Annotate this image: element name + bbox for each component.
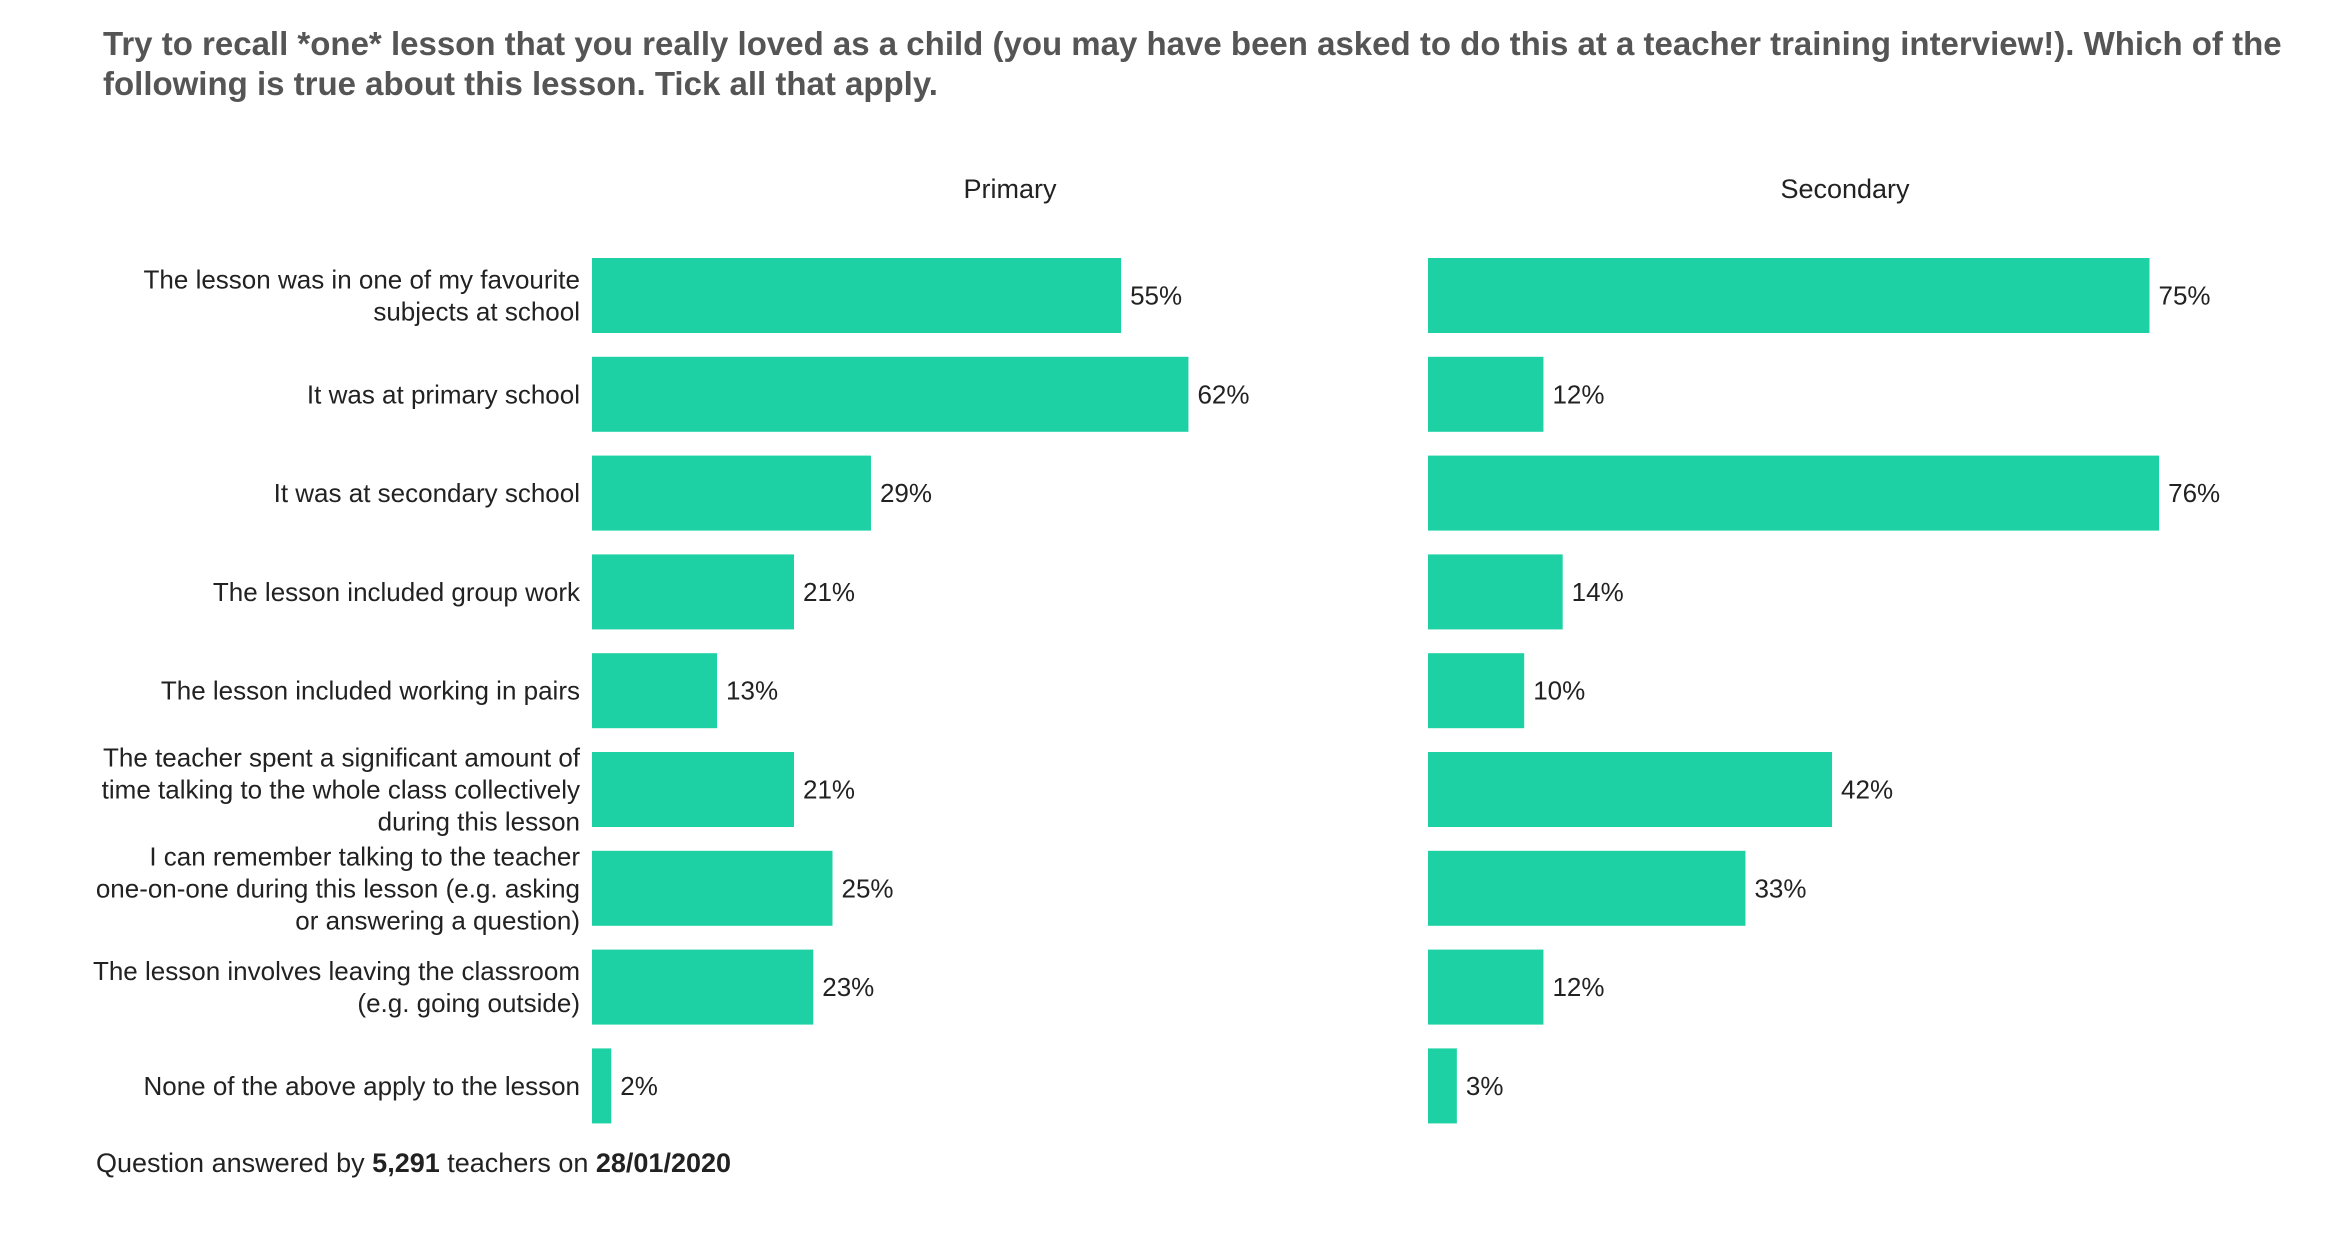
value-label-secondary-4: 14% — [1572, 577, 1624, 607]
category-label-line: It was at secondary school — [274, 478, 580, 508]
value-label-secondary-1: 75% — [2159, 281, 2211, 311]
value-label-secondary-8: 12% — [1552, 972, 1604, 1002]
category-label-line: The lesson included group work — [213, 577, 581, 607]
value-label-primary-4: 21% — [803, 577, 855, 607]
bar-secondary-3 — [1428, 455, 2160, 531]
value-label-secondary-6: 42% — [1841, 775, 1893, 805]
value-label-primary-7: 25% — [842, 873, 894, 903]
survey-date: 28/01/2020 — [595, 1148, 732, 1178]
value-label-primary-5: 13% — [726, 676, 778, 706]
value-label-secondary-5: 10% — [1533, 676, 1585, 706]
category-label: The lesson included working in pairs — [161, 676, 580, 706]
bar-secondary-4 — [1428, 554, 1563, 630]
category-label-line: during this lesson — [378, 807, 580, 837]
bar-primary-1 — [592, 258, 1122, 333]
bar-primary-6 — [592, 752, 795, 827]
footer-middle: teachers on — [447, 1148, 589, 1178]
bar-primary-9 — [592, 1048, 612, 1124]
footer-prefix: Question answered by — [96, 1148, 365, 1178]
bar-primary-8 — [592, 949, 814, 1025]
bar-secondary-2 — [1428, 356, 1544, 432]
category-label: The teacher spent a significant amount o… — [102, 743, 581, 837]
category-label-line: It was at primary school — [307, 379, 580, 409]
value-label-primary-1: 55% — [1130, 281, 1182, 311]
category-label: It was at primary school — [307, 379, 580, 409]
category-label-line: (e.g. going outside) — [357, 988, 580, 1018]
category-label: I can remember talking to the teacherone… — [96, 841, 581, 935]
category-label-line: The teacher spent a significant amount o… — [103, 743, 581, 773]
category-label-line: or answering a question) — [295, 905, 580, 935]
category-label: The lesson was in one of my favouritesub… — [144, 265, 580, 327]
bar-primary-2 — [592, 356, 1189, 432]
bar-secondary-8 — [1428, 949, 1544, 1025]
category-label-line: I can remember talking to the teacher — [149, 841, 580, 871]
value-label-primary-2: 62% — [1197, 379, 1249, 409]
category-label-line: subjects at school — [373, 297, 580, 327]
value-label-secondary-9: 3% — [1466, 1071, 1504, 1101]
bar-secondary-6 — [1428, 752, 1833, 827]
respondent-count: 5,291 — [372, 1148, 440, 1178]
category-label-line: one-on-one during this lesson (e.g. aski… — [96, 873, 580, 903]
bar-primary-5 — [592, 653, 718, 729]
value-label-secondary-2: 12% — [1552, 379, 1604, 409]
series-title-primary: Primary — [964, 174, 1057, 204]
bar-primary-7 — [592, 850, 833, 926]
bar-primary-4 — [592, 554, 795, 630]
category-label: The lesson included group work — [213, 577, 581, 607]
category-label-line: None of the above apply to the lesson — [143, 1071, 580, 1101]
value-label-primary-8: 23% — [822, 972, 874, 1002]
value-label-primary-3: 29% — [880, 478, 932, 508]
category-label-line: time talking to the whole class collecti… — [102, 775, 580, 805]
footer-note: Question answered by 5,291 teachers on 2… — [96, 1148, 731, 1179]
bar-primary-3 — [592, 455, 871, 531]
category-label-line: The lesson was in one of my favourite — [144, 265, 580, 295]
value-label-secondary-7: 33% — [1754, 873, 1806, 903]
value-label-primary-6: 21% — [803, 775, 855, 805]
question-title: Try to recall *one* lesson that you real… — [103, 25, 2282, 102]
category-label: It was at secondary school — [274, 478, 580, 508]
category-label-line: The lesson involves leaving the classroo… — [93, 956, 580, 986]
bar-secondary-9 — [1428, 1048, 1457, 1124]
value-label-secondary-3: 76% — [2168, 478, 2220, 508]
bar-secondary-7 — [1428, 850, 1746, 926]
value-label-primary-9: 2% — [620, 1071, 658, 1101]
category-label-line: The lesson included working in pairs — [161, 676, 580, 706]
series-title-secondary: Secondary — [1780, 174, 1910, 204]
bar-secondary-5 — [1428, 653, 1525, 729]
bar-secondary-1 — [1428, 258, 2150, 333]
category-label: The lesson involves leaving the classroo… — [93, 956, 580, 1018]
category-label: None of the above apply to the lesson — [143, 1071, 580, 1101]
